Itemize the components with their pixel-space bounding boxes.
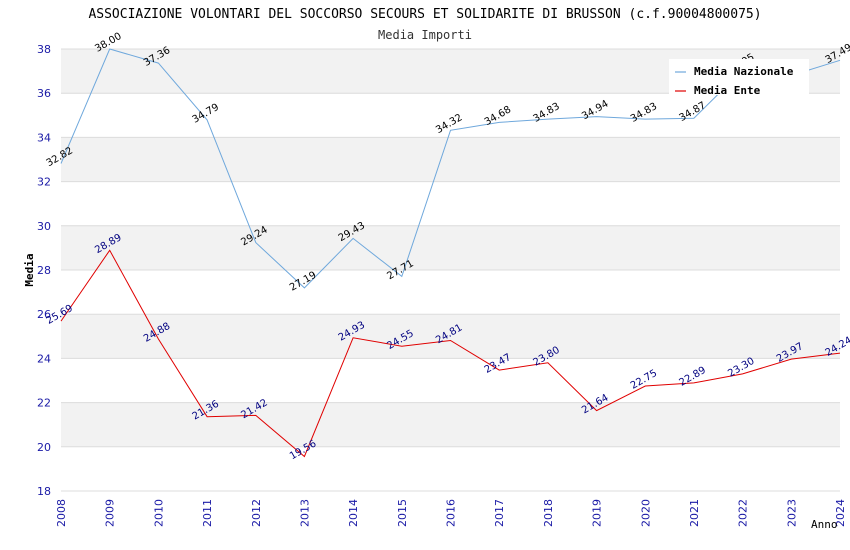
x-tick-label: 2013 bbox=[298, 499, 311, 527]
legend-label-media-nazionale: Media Nazionale bbox=[694, 65, 794, 78]
y-tick-label: 30 bbox=[37, 220, 51, 233]
y-tick-label: 26 bbox=[37, 308, 51, 321]
x-tick-label: 2024 bbox=[834, 499, 847, 527]
chart-subtitle: Media Importi bbox=[378, 28, 472, 42]
y-tick-label: 34 bbox=[37, 131, 51, 144]
grid-band bbox=[61, 358, 840, 403]
x-axis-label: Anno bbox=[811, 518, 838, 531]
y-tick-label: 20 bbox=[37, 441, 51, 454]
x-tick-label: 2015 bbox=[396, 499, 409, 527]
y-tick-label: 38 bbox=[37, 43, 51, 56]
x-tick-label: 2020 bbox=[639, 499, 652, 527]
grid-band bbox=[61, 270, 840, 315]
x-tick-label: 2016 bbox=[445, 499, 458, 527]
series-line-media-ente bbox=[60, 249, 841, 458]
y-tick-label: 24 bbox=[37, 352, 51, 365]
x-tick-label: 2023 bbox=[785, 499, 798, 527]
grid-band bbox=[61, 181, 840, 226]
legend: Media Nazionale Media Ente bbox=[669, 59, 809, 97]
x-tick-label: 2017 bbox=[493, 499, 506, 527]
grid-band bbox=[61, 446, 840, 491]
grid-bands bbox=[61, 49, 840, 491]
x-axis-ticks: 2008 2009 2010 2011 2012 2013 2014 2015 2016 2017… bbox=[55, 499, 847, 527]
legend-label-media-ente: Media Ente bbox=[694, 84, 761, 97]
y-tick-label: 36 bbox=[37, 87, 51, 100]
y-axis-label: Media bbox=[23, 253, 36, 286]
x-tick-label: 2012 bbox=[250, 499, 263, 527]
y-tick-label: 22 bbox=[37, 397, 51, 410]
x-tick-label: 2018 bbox=[542, 499, 555, 527]
chart-title: ASSOCIAZIONE VOLONTARI DEL SOCCORSO SECO… bbox=[88, 7, 761, 22]
x-tick-label: 2019 bbox=[591, 499, 604, 527]
x-tick-label: 2022 bbox=[737, 499, 750, 527]
x-tick-label: 2008 bbox=[55, 499, 68, 527]
x-tick-label: 2021 bbox=[688, 499, 701, 527]
series-line-media-nazionale bbox=[60, 48, 841, 289]
grid-band bbox=[61, 225, 840, 270]
y-tick-label: 32 bbox=[37, 176, 51, 189]
grid-band bbox=[61, 402, 840, 447]
y-tick-label: 28 bbox=[37, 264, 51, 277]
grid-band bbox=[61, 137, 840, 182]
x-tick-label: 2009 bbox=[104, 499, 117, 527]
grid-band bbox=[61, 314, 840, 359]
gridlines bbox=[61, 48, 840, 492]
y-tick-label: 18 bbox=[37, 485, 51, 498]
x-tick-label: 2010 bbox=[152, 499, 165, 527]
legend-box bbox=[669, 59, 809, 95]
x-tick-label: 2011 bbox=[201, 499, 214, 527]
x-tick-label: 2014 bbox=[347, 499, 360, 527]
y-axis-ticks: 18 20 22 24 26 28 30 32 34 36 38 bbox=[37, 43, 51, 498]
